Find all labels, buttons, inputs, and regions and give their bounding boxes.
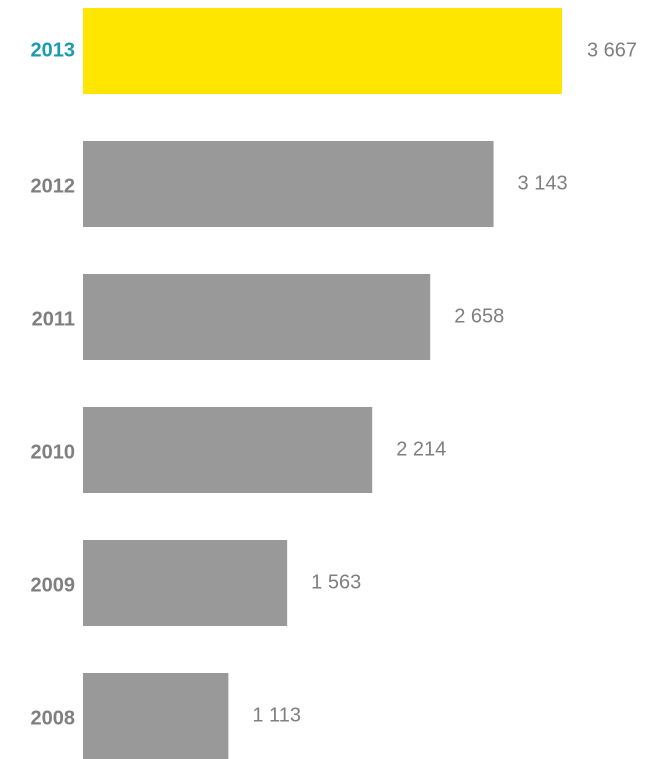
bar — [83, 407, 373, 493]
category-label: 2010 — [31, 441, 76, 463]
value-label: 2 214 — [396, 438, 446, 460]
bar — [83, 540, 288, 626]
bar — [83, 673, 229, 759]
bar — [83, 274, 431, 360]
value-label: 2 658 — [454, 305, 504, 327]
category-label: 2012 — [31, 175, 76, 197]
value-label: 3 667 — [587, 39, 637, 61]
value-label: 1 113 — [252, 704, 301, 726]
category-label: 2011 — [32, 308, 75, 330]
value-label: 1 563 — [311, 571, 361, 593]
value-label: 3 143 — [518, 172, 568, 194]
bar — [83, 8, 562, 94]
category-label: 2008 — [31, 707, 76, 729]
category-label: 2009 — [31, 574, 76, 596]
category-label: 2013 — [31, 39, 76, 61]
bar — [83, 141, 494, 227]
